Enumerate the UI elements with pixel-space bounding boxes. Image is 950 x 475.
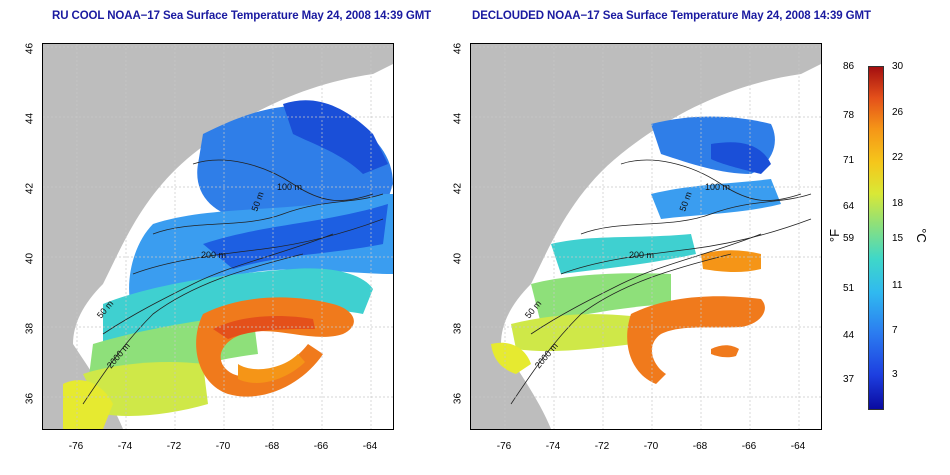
- lat-tick: 42: [24, 182, 36, 195]
- lon-tick: -70: [643, 441, 659, 452]
- lon-tick: -76: [68, 441, 84, 452]
- lon-tick: -72: [594, 441, 610, 452]
- colorbar-f-label: 78: [843, 110, 855, 121]
- colorbar-c-label: 22: [892, 152, 904, 163]
- contour-label-100m: 100 m: [277, 182, 302, 192]
- right-sst-map: 100 m 50 m 200 m 50 m 2000 m: [470, 43, 822, 430]
- lon-tick: -74: [545, 441, 561, 452]
- grid-lines: [471, 44, 821, 429]
- contour-label-200m: 200 m: [201, 250, 226, 260]
- colorbar-c-label: 7: [892, 325, 898, 336]
- lat-tick: 40: [452, 252, 464, 265]
- colorbar-f-label: 59: [843, 233, 855, 244]
- lon-tick: -66: [313, 441, 329, 452]
- lat-tick: 38: [452, 322, 464, 335]
- fahrenheit-unit: °F: [827, 228, 843, 243]
- lat-tick: 36: [24, 392, 36, 405]
- lat-tick: 42: [452, 182, 464, 195]
- contour-label-200m: 200 m: [629, 250, 654, 260]
- lon-tick: -68: [692, 441, 708, 452]
- lon-tick: -66: [741, 441, 757, 452]
- colorbar-f-label: 86: [843, 61, 855, 72]
- colorbar-f-label: 71: [843, 155, 855, 166]
- colorbar-c-label: 15: [892, 233, 904, 244]
- colorbar-c-label: 18: [892, 198, 904, 209]
- colorbar-c-label: 26: [892, 107, 904, 118]
- contour-label-100m: 100 m: [705, 182, 730, 192]
- colorbar-f-label: 37: [843, 374, 855, 385]
- colorbar-f-label: 44: [843, 330, 855, 341]
- colorbar-c-label: 11: [892, 280, 903, 291]
- colorbar-f-label: 51: [843, 283, 855, 294]
- temperature-colorbar: [868, 66, 884, 410]
- right-panel-title: DECLOUDED NOAA−17 Sea Surface Temperatur…: [472, 10, 871, 22]
- lat-tick: 40: [24, 252, 36, 265]
- colorbar-c-label: 3: [892, 369, 898, 380]
- colorbar-f-label: 64: [843, 201, 855, 212]
- lat-tick: 44: [24, 112, 36, 125]
- lon-tick: -74: [117, 441, 133, 452]
- colorbar-c-label: 30: [892, 61, 904, 72]
- lat-tick: 38: [24, 322, 36, 335]
- lon-tick: -70: [215, 441, 231, 452]
- lon-tick: -64: [790, 441, 806, 452]
- left-panel-title: RU COOL NOAA−17 Sea Surface Temperature …: [52, 10, 432, 22]
- celsius-unit: °C: [913, 228, 929, 243]
- grid-lines: [43, 44, 393, 429]
- lat-tick: 46: [24, 42, 36, 55]
- lon-tick: -72: [166, 441, 182, 452]
- lat-tick: 46: [452, 42, 464, 55]
- left-sst-map: 100 m 50 m 200 m 50 m 2000 m: [42, 43, 394, 430]
- lon-tick: -64: [362, 441, 378, 452]
- lat-tick: 36: [452, 392, 464, 405]
- lon-tick: -76: [496, 441, 512, 452]
- lat-tick: 44: [452, 112, 464, 125]
- lon-tick: -68: [264, 441, 280, 452]
